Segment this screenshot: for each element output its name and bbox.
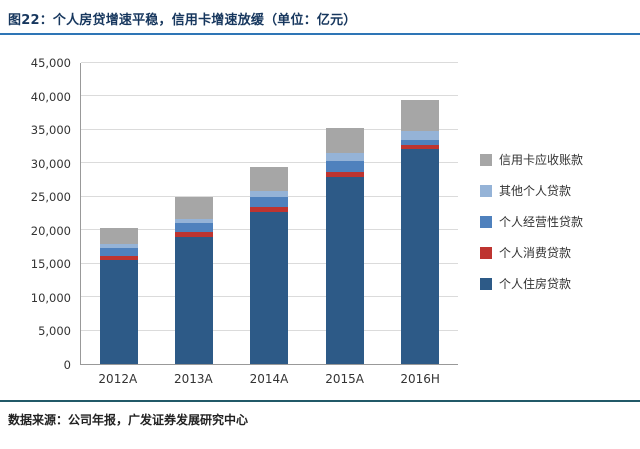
bar-segment — [401, 131, 440, 140]
bar-segment — [250, 206, 289, 212]
y-axis: 0 5,000 10,000 15,000 20,000 25,000 30,000 35,0… — [0, 56, 80, 372]
y-tick-label: 5,000 — [38, 324, 71, 339]
bar-segment — [401, 99, 440, 132]
bar-segment — [99, 255, 138, 261]
bar-segment — [99, 244, 138, 248]
bar-segment — [250, 191, 289, 197]
bar-segment — [250, 167, 289, 192]
legend-item: 个人经营性贷款 — [480, 213, 583, 230]
legend-label: 个人住房贷款 — [499, 277, 572, 291]
y-tick-label: 35,000 — [30, 123, 71, 138]
bar-segment — [175, 218, 214, 223]
x-axis: 2012A 2013A 2014A 2015A 2016H — [80, 372, 458, 386]
bars-container — [81, 63, 458, 364]
gridline — [81, 162, 458, 164]
bar-segment — [325, 176, 364, 364]
gridline — [81, 128, 458, 130]
bar-segment — [325, 161, 364, 173]
y-tick-label: 45,000 — [30, 56, 71, 70]
legend-swatch — [480, 153, 492, 166]
bar-segment — [250, 196, 289, 207]
bar-segment — [325, 172, 364, 177]
stacked-bar-2012A — [99, 63, 138, 364]
bar-segment — [175, 231, 214, 237]
gridline — [81, 62, 458, 63]
stacked-bar-2016H — [401, 63, 440, 364]
x-tick-label: 2012A — [98, 372, 138, 386]
bar-segment — [99, 260, 138, 364]
legend-label: 个人消费贷款 — [499, 246, 572, 260]
legend-swatch — [480, 246, 492, 259]
plot-wrap: 2012A 2013A 2014A 2015A 2016H — [80, 62, 458, 386]
legend-label: 其他个人贷款 — [499, 184, 572, 198]
stacked-bar-2015A — [325, 63, 364, 364]
bar-segment — [325, 127, 364, 154]
x-tick-label: 2015A — [325, 372, 364, 386]
y-tick-label: 20,000 — [30, 223, 71, 238]
x-tick-label: 2014A — [249, 372, 289, 386]
bar-segment — [401, 139, 440, 145]
plot-area — [80, 62, 458, 365]
legend-swatch — [480, 184, 492, 197]
legend-item: 个人住房贷款 — [480, 275, 583, 292]
legend: 信用卡应收账款 其他个人贷款 个人经营性贷款 个人消费贷款 个人住房贷款 — [480, 151, 583, 386]
bar-segment — [175, 236, 214, 364]
x-tick-label: 2016H — [400, 372, 440, 386]
title-divider — [0, 33, 640, 35]
bar-segment — [175, 222, 214, 232]
legend-label: 信用卡应收账款 — [499, 153, 584, 167]
y-tick-label: 15,000 — [30, 257, 71, 272]
legend-swatch — [480, 277, 492, 290]
legend-label: 个人经营性贷款 — [499, 215, 584, 229]
bar-segment — [250, 211, 289, 364]
bar-segment — [99, 247, 138, 256]
stacked-bar-2014A — [250, 63, 289, 364]
y-tick-label: 30,000 — [30, 156, 71, 171]
report-figure: 图22：个人房贷增速平稳，信用卡增速放缓（单位：亿元） 0 5,000 10,000… — [0, 13, 640, 427]
y-tick-label: 40,000 — [30, 89, 71, 104]
x-tick-label: 2013A — [174, 372, 213, 386]
bar-segment — [401, 144, 440, 149]
legend-item: 信用卡应收账款 — [480, 151, 583, 168]
bar-segment — [175, 196, 214, 219]
chart-title: 图22：个人房贷增速平稳，信用卡增速放缓（单位：亿元） — [8, 13, 357, 28]
legend-item: 个人消费贷款 — [480, 244, 583, 261]
legend-item: 其他个人贷款 — [480, 182, 583, 199]
bar-segment — [401, 148, 440, 364]
bar-segment — [99, 227, 138, 245]
data-source: 数据来源：公司年报，广发证券发展研究中心 — [8, 413, 249, 427]
legend-swatch — [480, 215, 492, 228]
gridline — [81, 95, 458, 97]
bar-segment — [325, 153, 364, 162]
footer-divider — [0, 400, 640, 402]
stacked-bar-chart: 0 5,000 10,000 15,000 20,000 25,000 30,000 35,0… — [0, 56, 640, 386]
stacked-bar-2013A — [175, 63, 214, 364]
y-tick-label: 25,000 — [30, 190, 71, 205]
y-tick-label: 10,000 — [30, 290, 71, 305]
y-tick-label: 0 — [63, 358, 71, 372]
